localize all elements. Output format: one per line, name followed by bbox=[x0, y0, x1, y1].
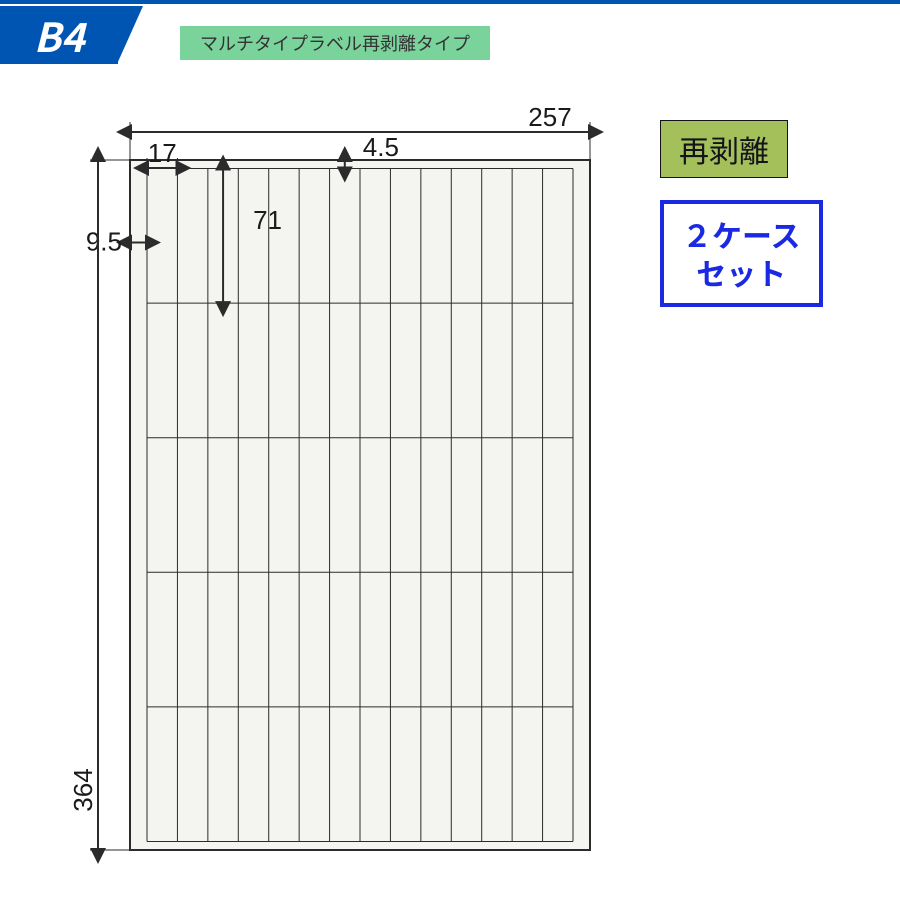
badge-set-line2: セット bbox=[696, 250, 786, 294]
page-root: B4 マルチタイプラベル再剥離タイプ 再剥離 ２ケース セット 257 17 4.5… bbox=[0, 0, 900, 900]
badge-set: ２ケース セット bbox=[660, 200, 823, 307]
svg-text:17: 17 bbox=[148, 138, 177, 168]
size-chip-slash bbox=[117, 6, 143, 64]
label-sheet-diagram: 257 17 4.5 71 9.5 364 bbox=[60, 100, 620, 870]
svg-text:257: 257 bbox=[528, 102, 571, 132]
size-chip-text: B4 bbox=[34, 6, 85, 64]
badge-repeel-text: 再剥離 bbox=[679, 127, 769, 171]
subtitle-text: マルチタイプラベル再剥離タイプ bbox=[200, 30, 470, 56]
diagram-svg: 257 17 4.5 71 9.5 364 bbox=[60, 100, 620, 870]
svg-text:364: 364 bbox=[68, 768, 98, 811]
svg-text:4.5: 4.5 bbox=[363, 132, 399, 162]
svg-text:9.5: 9.5 bbox=[86, 227, 122, 257]
size-chip: B4 bbox=[0, 6, 118, 64]
subtitle-bar: マルチタイプラベル再剥離タイプ bbox=[180, 26, 490, 60]
header-rule bbox=[0, 0, 900, 4]
badge-repeel: 再剥離 bbox=[660, 120, 788, 178]
svg-text:71: 71 bbox=[253, 205, 282, 235]
